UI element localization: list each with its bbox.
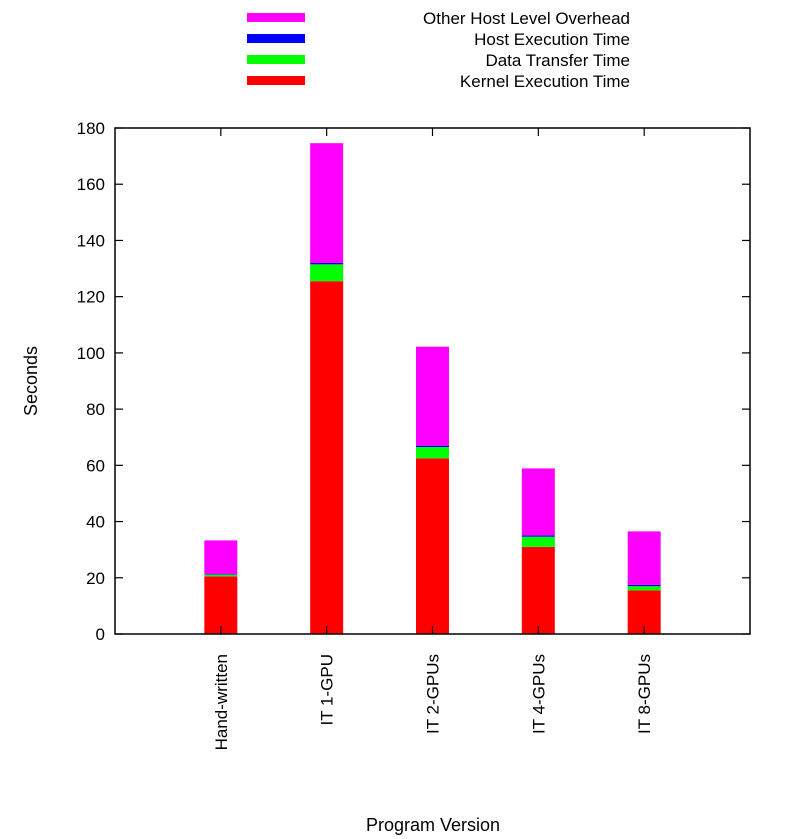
bar-other-host-level-overhead-it-4-gpus xyxy=(521,468,555,536)
x-tick-label-it-1-gpu: IT 1-GPU xyxy=(318,654,337,725)
legend-swatch-data-transfer-time xyxy=(247,55,305,64)
bars xyxy=(204,143,661,634)
bar-host-execution-time-hand-written xyxy=(204,574,238,575)
bar-kernel-execution-time-it-2-gpus xyxy=(416,458,449,634)
y-tick-label: 40 xyxy=(86,513,105,532)
bar-host-execution-time-it-1-gpu xyxy=(310,262,344,265)
bar-other-host-level-overhead-it-1-gpu xyxy=(310,143,344,263)
bar-other-host-level-overhead-it-2-gpus xyxy=(416,346,449,446)
y-tick-label: 20 xyxy=(86,569,105,588)
bar-kernel-execution-time-it-4-gpus xyxy=(521,546,555,634)
y-tick-label: 80 xyxy=(86,400,105,419)
legend-label-host-execution-time: Host Execution Time xyxy=(474,30,630,49)
bar-data-transfer-time-it-8-gpus xyxy=(627,586,661,591)
bar-other-host-level-overhead-hand-written xyxy=(204,540,238,575)
x-tick-label-hand-written: Hand-written xyxy=(212,654,231,750)
bar-host-execution-time-it-2-gpus xyxy=(416,445,449,448)
x-tick-label-it-4-gpus: IT 4-GPUs xyxy=(529,654,548,734)
bar-data-transfer-time-hand-written xyxy=(204,574,238,577)
y-tick-label: 180 xyxy=(77,119,105,138)
legend-swatch-kernel-execution-time xyxy=(247,76,305,85)
y-tick-label: 120 xyxy=(77,288,105,307)
y-tick-label: 0 xyxy=(96,625,105,644)
bar-data-transfer-time-it-2-gpus xyxy=(416,447,449,459)
bar-data-transfer-time-it-4-gpus xyxy=(521,536,555,547)
x-axis: Hand-written IT 1-GPU IT 2-GPUs IT 4-GPUs IT… xyxy=(212,128,654,750)
x-tick-label-it-8-gpus: IT 8-GPUs xyxy=(635,654,654,734)
legend-swatch-host-execution-time xyxy=(247,34,305,43)
y-tick-label: 60 xyxy=(86,456,105,475)
legend-label-kernel-execution-time: Kernel Execution Time xyxy=(460,72,630,91)
y-tick-label: 140 xyxy=(77,231,105,250)
bar-kernel-execution-time-hand-written xyxy=(204,576,238,634)
bar-kernel-execution-time-it-1-gpu xyxy=(310,281,344,634)
legend-swatch-other-host-level-overhead xyxy=(247,13,305,22)
y-tick-label: 160 xyxy=(77,175,105,194)
bar-host-execution-time-it-8-gpus xyxy=(627,584,661,587)
legend-label-other-host-level-overhead: Other Host Level Overhead xyxy=(423,9,630,28)
bar-data-transfer-time-it-1-gpu xyxy=(310,264,344,282)
y-axis-title: Seconds xyxy=(21,346,41,416)
x-axis-title: Program Version xyxy=(366,815,500,835)
legend: Other Host Level Overhead Host Execution … xyxy=(247,9,630,91)
y-axis: 0 20 40 60 80 100 120 140 160 180 xyxy=(77,119,750,644)
bar-other-host-level-overhead-it-8-gpus xyxy=(627,531,661,585)
y-tick-label: 100 xyxy=(77,344,105,363)
bar-host-execution-time-it-4-gpus xyxy=(521,535,555,537)
legend-label-data-transfer-time: Data Transfer Time xyxy=(485,51,630,70)
x-tick-label-it-2-gpus: IT 2-GPUs xyxy=(424,654,443,734)
